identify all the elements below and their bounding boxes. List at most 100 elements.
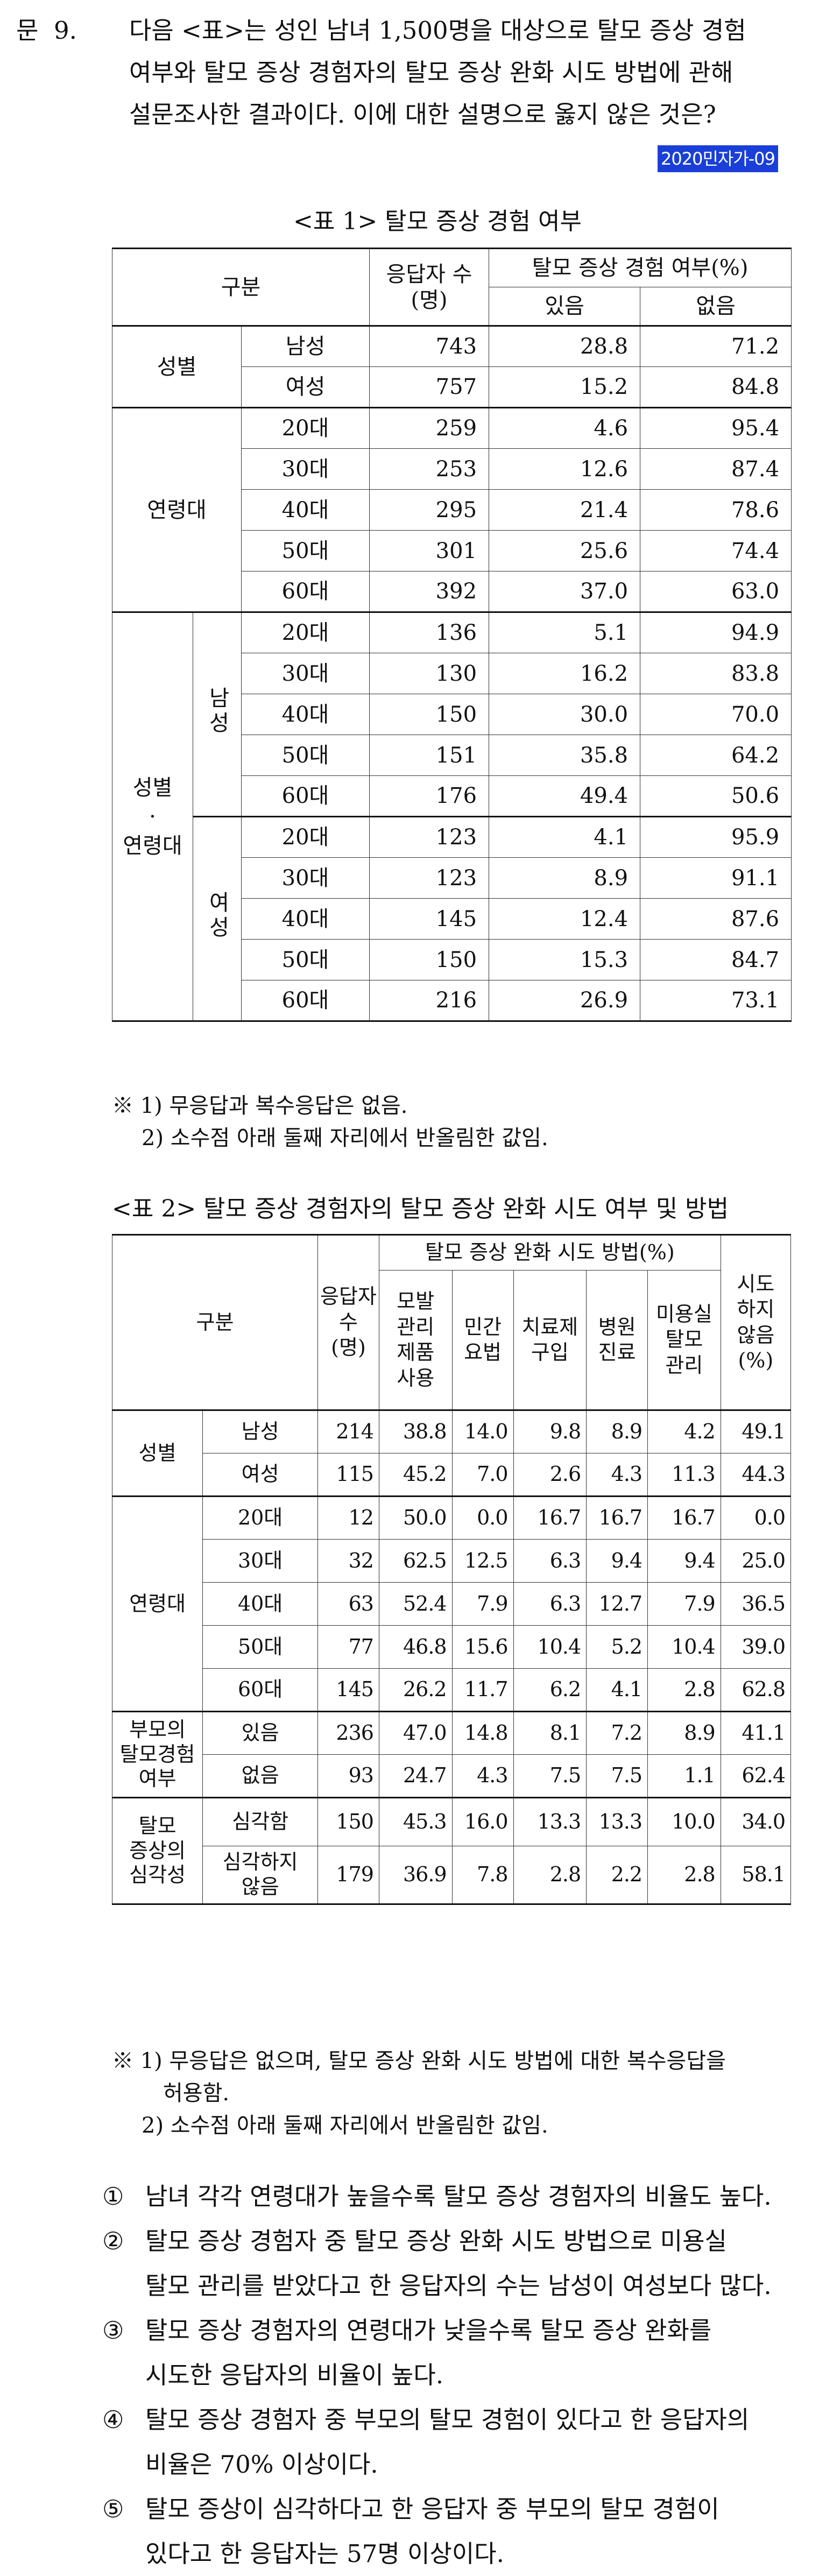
- t1-cell-n: 392: [369, 571, 490, 612]
- t1-cell-no: 94.9: [640, 611, 792, 653]
- t2-cell: 45.3: [378, 1797, 453, 1846]
- t2-header-methods: 탈모 증상 완화 시도 방법(%): [378, 1234, 721, 1271]
- t2-cell: 16.7: [586, 1495, 648, 1540]
- choice-2[interactable]: ② 탈모 증상 경험자 중 탈모 증상 완화 시도 방법으로 미용실 탈모 관리…: [102, 2219, 802, 2308]
- choice-line: 탈모 증상 경험자의 연령대가 낮을수록 탈모 증상 완화를: [145, 2316, 712, 2345]
- t1-cell-no: 87.4: [640, 448, 792, 490]
- t2-cell: 8.9: [647, 1711, 721, 1755]
- t2-cell: 5.2: [586, 1625, 648, 1669]
- t2-row-label: 여성: [202, 1453, 318, 1497]
- t2-cell: 62.4: [720, 1754, 792, 1798]
- t1-cell-yes: 26.9: [489, 980, 641, 1021]
- t1-row-label: 60대: [241, 571, 370, 612]
- t2-cell: 4.1: [586, 1668, 648, 1712]
- t2-group-parent: 부모의 탈모경험 여부: [111, 1711, 203, 1798]
- t1-cell-n: 123: [369, 857, 490, 899]
- choice-line: 남녀 각각 연령대가 높을수록 탈모 증상 경험자의 비율도 높다.: [145, 2182, 772, 2211]
- t2-cell: 36.9: [378, 1846, 453, 1904]
- t1-cell-no: 78.6: [640, 489, 792, 531]
- t2-cell: 7.8: [451, 1846, 514, 1904]
- t1-cell-n: 743: [369, 325, 490, 367]
- t1-cell-no: 91.1: [640, 857, 792, 899]
- choice-3[interactable]: ③ 탈모 증상 경험자의 연령대가 낮을수록 탈모 증상 완화를 시도한 응답자…: [102, 2308, 802, 2397]
- t1-cell-yes: 5.1: [489, 611, 641, 653]
- t1-cell-yes: 15.2: [489, 366, 641, 408]
- t1-header-yes: 있음: [489, 287, 641, 326]
- t2-cell: 0.0: [451, 1495, 514, 1540]
- t2-cell-n: 145: [317, 1668, 379, 1712]
- t2-cell: 12.7: [586, 1582, 648, 1626]
- question-number: 문 9.: [16, 16, 77, 45]
- t2-cell: 7.9: [647, 1582, 721, 1626]
- choice-5[interactable]: ⑤ 탈모 증상이 심각하다고 한 응답자 중 부모의 탈모 경험이 있다고 한 …: [102, 2487, 802, 2576]
- t2-cell: 36.5: [720, 1582, 792, 1626]
- t1-row-label: 50대: [241, 735, 370, 776]
- choice-line: 탈모 관리를 받았다고 한 응답자의 수는 남성이 여성보다 많다.: [145, 2271, 772, 2300]
- t2-header-m4: 병원 진료: [586, 1270, 648, 1410]
- t1-cell-yes: 8.9: [489, 857, 641, 899]
- t2-cell: 24.7: [378, 1754, 453, 1798]
- t1-group-gender-age: 성별 · 연령대: [112, 611, 193, 1021]
- t2-cell: 13.3: [513, 1797, 587, 1846]
- t1-row-label: 20대: [241, 407, 370, 449]
- t1-row-label: 30대: [241, 857, 370, 899]
- t2-note: 2) 소수점 아래 둘째 자리에서 반올림한 값임.: [142, 2113, 548, 2138]
- t2-row-label: 50대: [202, 1625, 318, 1669]
- t2-cell-n: 214: [317, 1409, 379, 1453]
- t1-cell-n: 136: [369, 611, 490, 653]
- t1-header-no: 없음: [640, 287, 792, 326]
- t1-row-label: 30대: [241, 653, 370, 694]
- table2-notes: ※ 1) 무응답은 없으며, 탈모 증상 완화 시도 방법에 대한 복수응답을 …: [112, 2045, 726, 2142]
- t2-cell-n: 93: [317, 1754, 379, 1798]
- t2-row-label: 없음: [202, 1754, 318, 1798]
- t1-cell-n: 151: [369, 735, 490, 776]
- t2-cell: 7.9: [451, 1582, 514, 1626]
- t2-cell: 15.6: [451, 1625, 514, 1669]
- t1-cell-n: 301: [369, 530, 490, 571]
- choice-mark: ④: [102, 2405, 124, 2434]
- t1-header-respondents: 응답자 수 (명): [369, 248, 490, 326]
- choice-line: 탈모 증상이 심각하다고 한 응답자 중 부모의 탈모 경험이: [145, 2495, 719, 2523]
- t1-cell-no: 71.2: [640, 325, 792, 367]
- table1-caption: <표 1> 탈모 증상 경험 여부: [293, 208, 582, 235]
- t2-row-label: 심각하지 않음: [202, 1846, 318, 1904]
- t2-cell: 44.3: [720, 1453, 792, 1497]
- t2-header-m2: 민간 요법: [451, 1270, 514, 1410]
- t2-cell: 62.5: [378, 1539, 453, 1583]
- t1-subgroup-female-label: 여성: [204, 891, 230, 941]
- t2-cell: 45.2: [378, 1453, 453, 1497]
- t2-cell-n: 63: [317, 1582, 379, 1626]
- t2-cell: 50.0: [378, 1495, 453, 1540]
- t1-row-label: 30대: [241, 448, 370, 490]
- t2-cell: 2.8: [647, 1668, 721, 1712]
- t2-cell: 38.8: [378, 1409, 453, 1453]
- t1-cell-no: 95.9: [640, 816, 792, 858]
- t2-cell: 16.7: [647, 1495, 721, 1540]
- choice-4[interactable]: ④ 탈모 증상 경험자 중 부모의 탈모 경험이 있다고 한 응답자의 비율은 …: [102, 2397, 802, 2487]
- question-text: 다음 <표>는 성인 남녀 1,500명을 대상으로 탈모 증상 경험 여부와 …: [129, 10, 813, 136]
- t1-cell-n: 757: [369, 366, 490, 408]
- t2-cell: 9.4: [586, 1539, 648, 1583]
- t1-cell-yes: 21.4: [489, 489, 641, 531]
- t2-cell-n: 179: [317, 1846, 379, 1904]
- t1-subgroup-female: 여성: [193, 816, 242, 1021]
- t2-cell: 2.6: [513, 1453, 587, 1497]
- t2-cell: 39.0: [720, 1625, 792, 1669]
- t2-cell: 14.8: [451, 1711, 514, 1755]
- t1-cell-n: 123: [369, 816, 490, 858]
- t2-cell: 12.5: [451, 1539, 514, 1583]
- t2-cell: 0.0: [720, 1495, 792, 1540]
- t2-cell: 9.8: [513, 1409, 587, 1453]
- t2-cell-n: 150: [317, 1797, 379, 1846]
- t1-row-label: 남성: [241, 325, 370, 367]
- t2-cell: 62.8: [720, 1668, 792, 1712]
- t1-cell-n: 130: [369, 653, 490, 694]
- t1-cell-no: 50.6: [640, 775, 792, 817]
- t2-cell: 7.5: [586, 1754, 648, 1798]
- t1-cell-yes: 15.3: [489, 939, 641, 980]
- choice-1[interactable]: ① 남녀 각각 연령대가 높을수록 탈모 증상 경험자의 비율도 높다.: [102, 2174, 802, 2219]
- t1-row-label: 여성: [241, 366, 370, 408]
- t2-cell: 8.1: [513, 1711, 587, 1755]
- t1-cell-n: 295: [369, 489, 490, 531]
- t2-cell: 16.0: [451, 1797, 514, 1846]
